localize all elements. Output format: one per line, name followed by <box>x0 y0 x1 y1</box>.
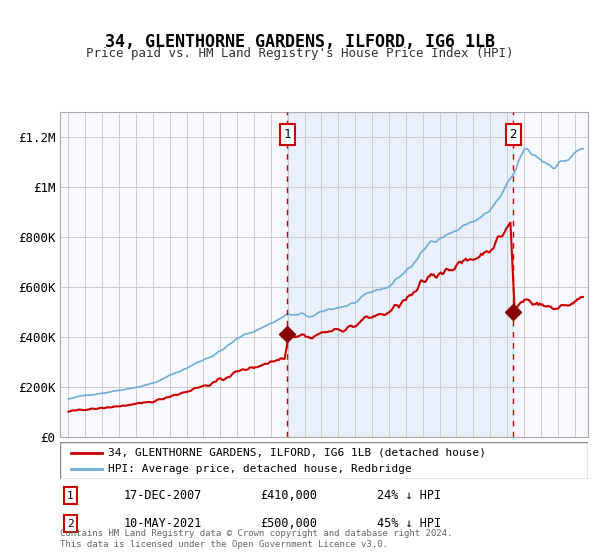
Text: Contains HM Land Registry data © Crown copyright and database right 2024.
This d: Contains HM Land Registry data © Crown c… <box>60 529 452 549</box>
Text: 24% ↓ HPI: 24% ↓ HPI <box>377 489 441 502</box>
Text: 1: 1 <box>283 128 291 141</box>
Text: 34, GLENTHORNE GARDENS, ILFORD, IG6 1LB (detached house): 34, GLENTHORNE GARDENS, ILFORD, IG6 1LB … <box>107 447 485 458</box>
Text: 17-DEC-2007: 17-DEC-2007 <box>124 489 202 502</box>
Text: HPI: Average price, detached house, Redbridge: HPI: Average price, detached house, Redb… <box>107 464 411 474</box>
Text: 34, GLENTHORNE GARDENS, ILFORD, IG6 1LB: 34, GLENTHORNE GARDENS, ILFORD, IG6 1LB <box>105 33 495 51</box>
Text: 2: 2 <box>509 128 517 141</box>
Text: 1: 1 <box>67 491 74 501</box>
Text: £410,000: £410,000 <box>260 489 317 502</box>
FancyBboxPatch shape <box>60 442 588 479</box>
Text: £500,000: £500,000 <box>260 517 317 530</box>
Bar <box>287 112 513 437</box>
Text: 45% ↓ HPI: 45% ↓ HPI <box>377 517 441 530</box>
Text: 10-MAY-2021: 10-MAY-2021 <box>124 517 202 530</box>
Text: Price paid vs. HM Land Registry's House Price Index (HPI): Price paid vs. HM Land Registry's House … <box>86 46 514 60</box>
Text: 2: 2 <box>67 519 74 529</box>
